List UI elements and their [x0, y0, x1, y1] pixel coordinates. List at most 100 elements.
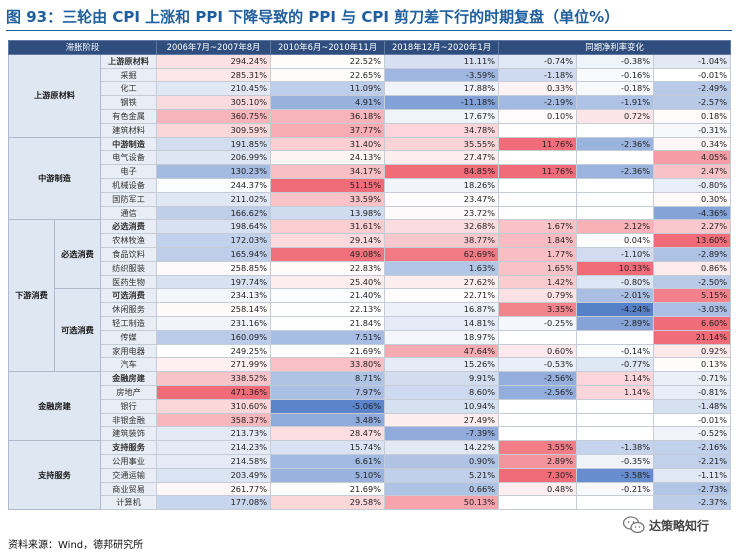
value-cell: 84.85% — [384, 164, 500, 179]
value-cell: -0.35% — [576, 453, 655, 469]
value-cell: 31.61% — [270, 219, 386, 235]
value-cell: 27.47% — [384, 150, 500, 166]
value-cell: 15.74% — [270, 440, 386, 455]
table-row: 非银金融 358.37% 3.48% 27.49% -0.01% — [9, 412, 732, 428]
value-cell: -0.74% — [498, 53, 578, 69]
value-cell: -2.49% — [653, 81, 732, 97]
value-cell: 11.76% — [498, 136, 578, 152]
value-cell: 21.40% — [270, 288, 386, 304]
value-cell: -0.25% — [498, 315, 578, 331]
value-cell — [576, 426, 655, 442]
table-row: 钢铁 305.10% 4.91% -11.18% -2.19% -1.91% -2.57% — [9, 95, 732, 110]
subsection-label: 必选消费 — [54, 219, 101, 290]
value-cell: -7.39% — [384, 426, 500, 442]
value-cell: -11.18% — [384, 95, 500, 110]
value-cell: 285.31% — [156, 67, 272, 83]
value-cell: -0.18% — [576, 81, 655, 97]
section-label: 支持服务 — [8, 440, 101, 511]
industry-name: 钢铁 — [99, 95, 158, 110]
value-cell: -0.71% — [653, 371, 732, 386]
value-cell: 33.59% — [270, 191, 386, 207]
industry-name: 采掘 — [99, 67, 158, 83]
table-row: 农林牧渔 172.03% 29.14% 38.77% 1.84% 0.04% 13.60% — [9, 233, 732, 248]
value-cell: 21.14% — [653, 329, 732, 345]
value-cell: 1.65% — [498, 260, 578, 276]
value-cell: 244.37% — [156, 177, 272, 193]
value-cell: 197.74% — [156, 274, 272, 290]
value-cell: -2.57% — [653, 95, 732, 110]
value-cell: 14.81% — [384, 315, 500, 331]
value-cell: 1.14% — [576, 384, 655, 400]
value-cell: 28.47% — [270, 426, 386, 442]
value-cell: 177.08% — [156, 495, 272, 511]
value-cell: 1.67% — [498, 219, 578, 235]
value-cell: -0.81% — [653, 384, 732, 400]
value-cell: 33.80% — [270, 357, 386, 373]
table-row: 交通运输 203.49% 5.10% 5.21% 7.30% -3.58% -1.11% — [9, 467, 732, 483]
value-cell: 23.72% — [384, 205, 500, 221]
table-row: 化工 210.45% 11.09% 17.88% 0.33% -0.18% -2.49% — [9, 81, 732, 97]
value-cell — [498, 329, 578, 345]
value-cell: 0.10% — [498, 108, 578, 124]
value-cell: -1.04% — [653, 53, 732, 69]
value-cell: -0.53% — [498, 357, 578, 373]
value-cell: 27.49% — [384, 412, 500, 428]
value-cell: 166.62% — [156, 205, 272, 221]
value-cell: 234.13% — [156, 288, 272, 304]
subsection-label: 可选消费 — [54, 288, 101, 373]
value-cell: 34.78% — [384, 122, 500, 138]
logo-text: 达策略知行 — [649, 518, 710, 533]
value-cell — [576, 205, 655, 221]
value-cell: 1.84% — [498, 233, 578, 248]
value-cell: 47.64% — [384, 343, 500, 359]
value-cell: 6.61% — [270, 453, 386, 469]
header-margin-change: 同期净利率变化 — [498, 40, 732, 55]
value-cell: -0.80% — [653, 177, 732, 193]
value-cell: -0.80% — [576, 274, 655, 290]
value-cell: 5.15% — [653, 288, 732, 304]
value-cell: 1.14% — [576, 371, 655, 386]
industry-name: 中游制造 — [99, 136, 158, 152]
value-cell: -3.59% — [384, 67, 500, 83]
industry-name: 农林牧渔 — [99, 233, 158, 248]
value-cell: 214.23% — [156, 440, 272, 455]
source-note: 资料来源：Wind，德邦研究所 — [8, 540, 144, 551]
value-cell — [498, 205, 578, 221]
value-cell: -2.19% — [498, 95, 578, 110]
industry-name: 休闲服务 — [99, 302, 158, 317]
value-cell: -2.89% — [653, 246, 732, 262]
industry-name: 通信 — [99, 205, 158, 221]
value-cell: 7.51% — [270, 329, 386, 345]
industry-name: 电气设备 — [99, 150, 158, 166]
value-cell — [498, 495, 578, 511]
value-cell: 213.73% — [156, 426, 272, 442]
value-cell: -2.56% — [498, 384, 578, 400]
value-cell: 21.69% — [270, 343, 386, 359]
value-cell — [576, 122, 655, 138]
table-row: 下游消费 必选消费 必选消费 198.64% 31.61% 32.68% 1.67% 2.12… — [8, 219, 732, 373]
value-cell: -4.36% — [653, 205, 732, 221]
value-cell: 4.05% — [653, 150, 732, 166]
value-cell: 0.48% — [498, 481, 578, 497]
value-cell: 338.52% — [156, 371, 272, 386]
value-cell: 18.97% — [384, 329, 500, 345]
value-cell: -0.52% — [653, 426, 732, 442]
value-cell: -2.50% — [653, 274, 732, 290]
value-cell: 1.77% — [498, 246, 578, 262]
value-cell: 160.09% — [156, 329, 272, 345]
value-cell — [576, 150, 655, 166]
value-cell: 130.23% — [156, 164, 272, 179]
table-row: 银行 310.60% -5.06% 10.94% -1.48% — [9, 398, 732, 414]
industry-name: 医药生物 — [99, 274, 158, 290]
value-cell: 0.79% — [498, 288, 578, 304]
value-cell: 24.13% — [270, 150, 386, 166]
value-cell: 27.62% — [384, 274, 500, 290]
section-label: 上游原材料 — [8, 53, 101, 138]
value-cell: 22.83% — [270, 260, 386, 276]
value-cell: 0.60% — [498, 343, 578, 359]
value-cell: 15.26% — [384, 357, 500, 373]
value-cell: -1.18% — [498, 67, 578, 83]
title-rule — [6, 30, 732, 31]
value-cell: 31.40% — [270, 136, 386, 152]
table-row: 电气设备 206.99% 24.13% 27.47% 4.05% — [9, 150, 732, 166]
